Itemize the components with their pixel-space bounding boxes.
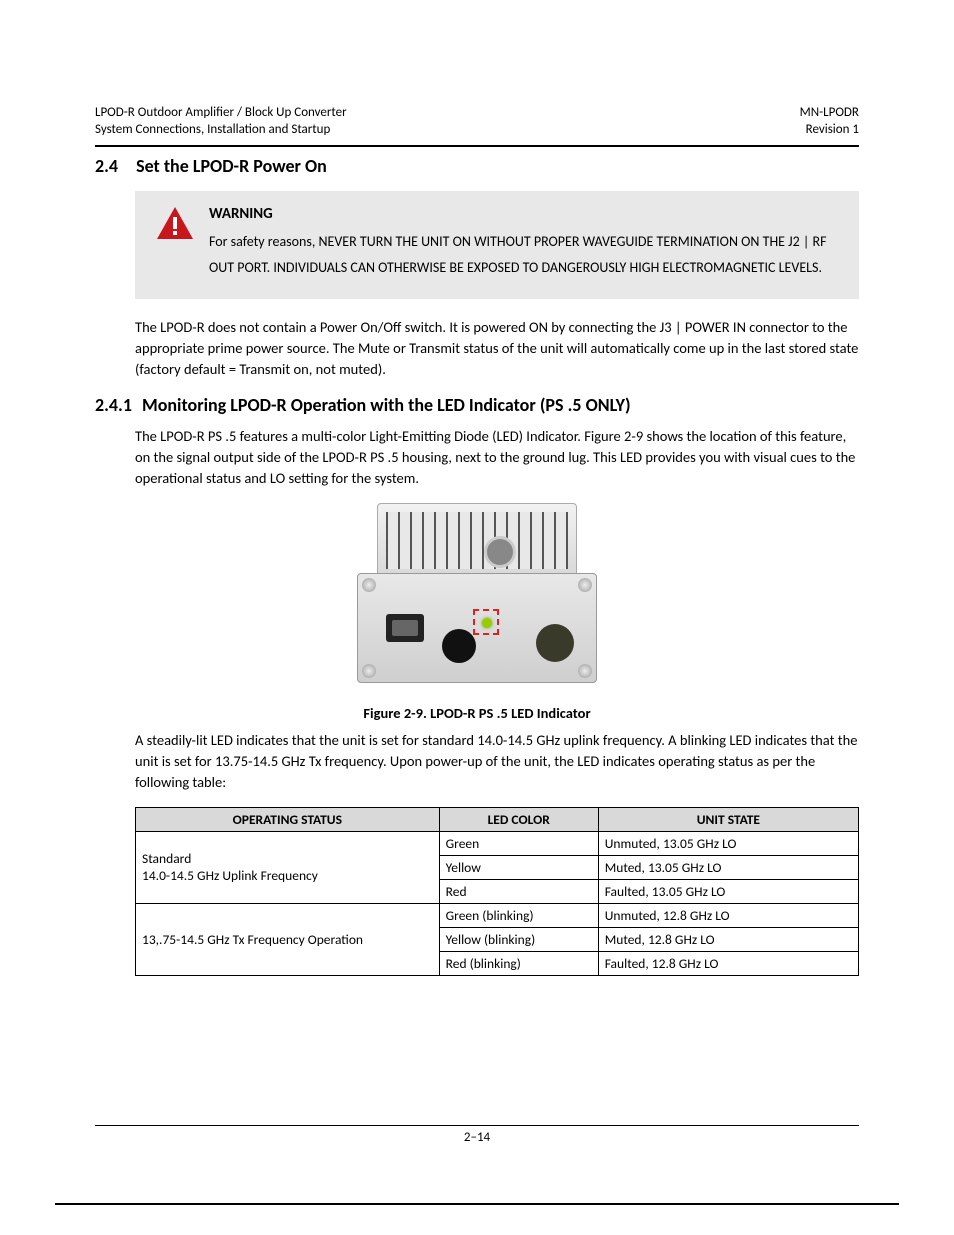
page: LPOD-R Outdoor Amplifier / Block Up Conv…	[0, 0, 954, 1235]
cell-status-group1: Standard 14.0-14.5 GHz Uplink Frequency	[136, 831, 440, 903]
cell-led-color: Yellow	[439, 855, 598, 879]
header-left: LPOD-R Outdoor Amplifier / Block Up Conv…	[95, 105, 347, 139]
figure: Figure 2-9. LPOD-R PS .5 LED Indicator	[95, 503, 859, 722]
col-led-color: LED COLOR	[439, 807, 598, 831]
heatsink-fins	[386, 512, 568, 569]
cell-status-group2: 13,.75-14.5 GHz Tx Frequency Operation	[136, 903, 440, 975]
para-led-behavior: A steadily-lit LED indicates that the un…	[135, 730, 859, 793]
para-power-switch: The LPOD-R does not contain a Power On/O…	[135, 317, 859, 380]
screw-icon	[578, 578, 592, 592]
footer: 2–14	[95, 1125, 859, 1145]
warning-text: WARNING For safety reasons, NEVER TURN T…	[209, 205, 839, 281]
header-right-line2: Revision 1	[800, 122, 859, 139]
device-illustration	[347, 503, 607, 693]
rf-port-icon	[484, 536, 516, 568]
cap-port-icon	[442, 629, 476, 663]
footer-rule	[95, 1125, 859, 1126]
para-led-intro: The LPOD-R PS .5 features a multi-color …	[135, 426, 859, 489]
figure-caption: Figure 2-9. LPOD-R PS .5 LED Indicator	[95, 704, 859, 722]
col-unit-state: UNIT STATE	[598, 807, 858, 831]
col-operating-status: OPERATING STATUS	[136, 807, 440, 831]
cell-led-color: Red (blinking)	[439, 951, 598, 975]
cell-led-color: Yellow (blinking)	[439, 927, 598, 951]
cell-unit-state: Muted, 13.05 GHz LO	[598, 855, 858, 879]
cell-led-color: Green	[439, 831, 598, 855]
cell-led-color: Green (blinking)	[439, 903, 598, 927]
subsection-title: Monitoring LPOD-R Operation with the LED…	[142, 394, 631, 416]
group1-line2: 14.0-14.5 GHz Uplink Frequency	[142, 867, 318, 884]
status-table: OPERATING STATUS LED COLOR UNIT STATE St…	[135, 807, 859, 976]
cell-unit-state: Faulted, 12.8 GHz LO	[598, 951, 858, 975]
header-left-line1: LPOD-R Outdoor Amplifier / Block Up Conv…	[95, 105, 347, 122]
device-heatsink	[377, 503, 577, 578]
subsection-heading: 2.4.1 Monitoring LPOD-R Operation with t…	[95, 394, 859, 416]
table-row: Standard 14.0-14.5 GHz Uplink Frequency …	[136, 831, 859, 855]
subsection-number: 2.4.1	[95, 394, 132, 416]
circular-connector-icon	[536, 624, 574, 662]
cell-led-color: Red	[439, 879, 598, 903]
cell-unit-state: Muted, 12.8 GHz LO	[598, 927, 858, 951]
led-dot-icon	[482, 618, 492, 628]
screw-icon	[362, 578, 376, 592]
screw-icon	[578, 664, 592, 678]
table-row: 13,.75-14.5 GHz Tx Frequency Operation G…	[136, 903, 859, 927]
ethernet-port-icon	[386, 614, 424, 642]
device-body	[357, 573, 597, 683]
warning-icon	[155, 205, 195, 241]
section-title: Set the LPOD-R Power On	[136, 155, 327, 177]
header-right: MN-LPODR Revision 1	[800, 105, 859, 139]
header-right-line1: MN-LPODR	[800, 105, 859, 122]
group1-line1: Standard	[142, 850, 191, 867]
bottom-rule	[55, 1203, 899, 1205]
header-left-line2: System Connections, Installation and Sta…	[95, 122, 347, 139]
header-rule	[95, 145, 859, 147]
warning-box: WARNING For safety reasons, NEVER TURN T…	[135, 191, 859, 299]
warning-title: WARNING	[209, 205, 839, 223]
section-number: 2.4	[95, 155, 118, 177]
led-highlight-box	[473, 609, 499, 635]
cell-unit-state: Unmuted, 12.8 GHz LO	[598, 903, 858, 927]
page-header: LPOD-R Outdoor Amplifier / Block Up Conv…	[95, 105, 859, 139]
section-heading: 2.4 Set the LPOD-R Power On	[95, 155, 859, 177]
cell-unit-state: Faulted, 13.05 GHz LO	[598, 879, 858, 903]
warning-body: For safety reasons, NEVER TURN THE UNIT …	[209, 229, 839, 281]
page-number: 2–14	[95, 1130, 859, 1145]
screw-icon	[362, 664, 376, 678]
table-header-row: OPERATING STATUS LED COLOR UNIT STATE	[136, 807, 859, 831]
cell-unit-state: Unmuted, 13.05 GHz LO	[598, 831, 858, 855]
